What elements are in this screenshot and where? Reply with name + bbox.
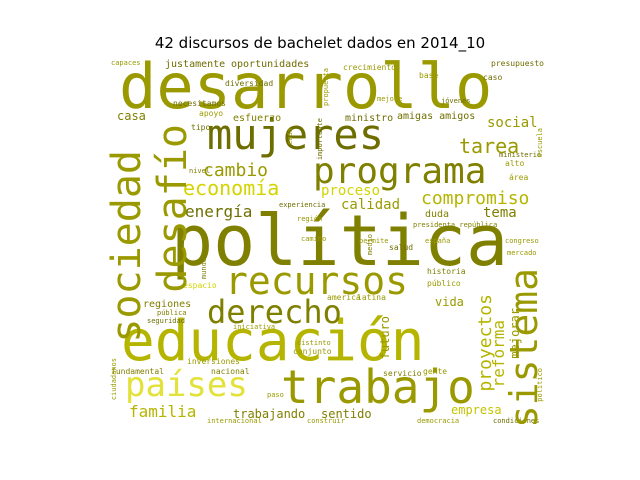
word-latina: latina	[357, 293, 386, 302]
word-caso: caso	[483, 73, 503, 82]
word-cambio: cambio	[203, 160, 269, 181]
word-social: social	[487, 115, 538, 131]
word-mercado: mercado	[507, 249, 537, 257]
word-base: base	[419, 71, 439, 80]
word-conjunto: conjunto	[293, 347, 332, 356]
word-trabajo: trabajo	[281, 360, 475, 414]
word-reforma: reforma	[489, 320, 508, 388]
word-empresa: empresa	[451, 403, 502, 417]
word-iniciativa: iniciativa	[233, 323, 276, 331]
word-gente: gente	[423, 367, 448, 376]
word-politico: político	[536, 368, 544, 402]
word-sociedad: sociedad	[107, 150, 150, 343]
word-regiones: regiones	[143, 299, 192, 310]
word-camino: camino	[301, 235, 327, 243]
word-construir: construir	[307, 417, 345, 425]
word-cloud: desarrollo mujeres programa política edu…	[107, 58, 553, 424]
word-justamente: justamente	[165, 59, 226, 70]
word-cada: cada	[286, 128, 294, 145]
word-apoyo: apoyo	[199, 109, 224, 118]
word-region: región	[297, 215, 323, 223]
word-fundamental: fundamental	[111, 367, 164, 376]
word-medio: medio	[366, 234, 374, 256]
word-paso: paso	[267, 391, 284, 399]
word-nacional: nacional	[211, 367, 250, 376]
word-democracia: democracia	[417, 417, 460, 425]
word-capaces: capaces	[111, 59, 141, 67]
word-publico: público	[427, 279, 461, 288]
word-inversiones: inversiones	[187, 357, 240, 366]
word-ministro: ministro	[345, 113, 394, 124]
word-trabajando: trabajando	[233, 407, 306, 421]
word-propuesta: propuesta	[322, 68, 330, 106]
word-america: america	[327, 293, 361, 302]
word-mundo: mundo	[200, 258, 208, 280]
word-proceso: proceso	[321, 183, 381, 199]
word-paises: países	[125, 365, 248, 405]
word-crecimiento: crecimiento	[343, 63, 396, 72]
word-permite: permite	[359, 237, 389, 245]
word-necesitamos: necesitamos	[173, 99, 226, 108]
word-desarrollo: desarrollo	[119, 58, 493, 123]
word-construccion: ciudadanos	[110, 358, 118, 401]
word-presidenta-republica: presidenta república	[413, 221, 498, 229]
word-duda: duda	[425, 209, 450, 220]
word-seguridad: seguridad	[147, 317, 185, 325]
word-alto: alto	[505, 159, 525, 168]
word-area: área	[509, 173, 529, 182]
word-amigas-amigos: amigas amigos	[397, 111, 476, 122]
word-mujeres: mujeres	[207, 110, 385, 159]
word-espacio: espacio	[183, 281, 217, 290]
word-salud: salud	[389, 243, 414, 252]
word-familia: familia	[129, 402, 197, 421]
word-tipo: tipo	[191, 123, 211, 132]
word-desafio: desafío	[150, 124, 196, 293]
word-economia: economía	[183, 176, 280, 200]
word-diversidad: diversidad	[225, 79, 274, 88]
word-vida: vida	[435, 295, 464, 309]
word-nivel: nivel	[189, 167, 211, 175]
word-casa: casa	[117, 109, 146, 123]
word-historia: historia	[427, 267, 466, 276]
word-importante: importante	[316, 118, 324, 161]
chart-title: 42 discursos de bachelet dados en 2014_1…	[154, 34, 486, 52]
word-jovenes: jóvenes	[441, 97, 471, 105]
word-educacion: educación	[121, 309, 425, 374]
word-compromiso: compromiso	[421, 188, 530, 209]
word-calidad: calidad	[341, 197, 401, 213]
word-tema: tema	[483, 205, 517, 221]
word-oportunidades: oportunidades	[231, 59, 310, 70]
word-presupuesto: presupuesto	[491, 59, 544, 68]
word-politica: política	[171, 200, 509, 282]
word-esfuerzo: esfuerzo	[233, 113, 282, 124]
word-escuela: escuela	[536, 128, 544, 158]
word-recursos: recursos	[225, 259, 409, 303]
word-derecho: derecho	[207, 293, 342, 331]
word-ministerio: ministerio	[499, 151, 542, 159]
word-energia: energía	[185, 202, 253, 221]
word-programa: programa	[313, 151, 487, 192]
word-tarea: tarea	[459, 134, 520, 158]
word-sentido: sentido	[321, 407, 372, 421]
word-internacional: internacional	[207, 417, 262, 425]
word-distinto: distinto	[297, 339, 331, 347]
word-servicio: servicio	[383, 369, 422, 378]
word-futuro: futuro	[378, 316, 392, 360]
word-mejorar: mejorar	[508, 308, 522, 359]
word-congreso: congreso	[505, 237, 539, 245]
word-publica: pública	[157, 309, 187, 317]
word-condiciones: condiciones	[493, 417, 540, 425]
word-experiencia: experiencia	[279, 201, 326, 209]
word-espana: españa	[425, 237, 451, 245]
word-mejore: mejore	[377, 95, 403, 103]
